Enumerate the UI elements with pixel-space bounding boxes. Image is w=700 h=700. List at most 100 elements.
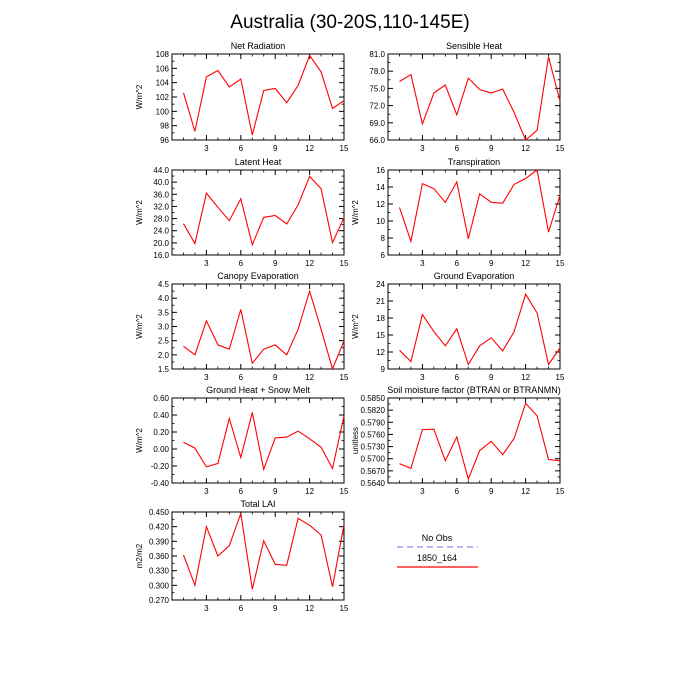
y-tick-label: 78.0 bbox=[369, 67, 385, 76]
panel-ground-evaporation: 3 6 9 12 15 9 12 15 18 21 24 Ground Evaporation W/m^… bbox=[351, 271, 565, 382]
series-line-1850-164 bbox=[399, 402, 561, 481]
series-line-1850-164 bbox=[399, 56, 561, 141]
x-tick-label: 12 bbox=[521, 259, 530, 268]
series-line-1850-164 bbox=[183, 412, 345, 472]
y-tick-label: 81.0 bbox=[369, 50, 385, 59]
x-tick-label: 3 bbox=[204, 373, 209, 382]
y-tick-label: 0.450 bbox=[149, 508, 170, 517]
y-tick-label: 0.00 bbox=[153, 445, 169, 454]
y-tick-label: 32.0 bbox=[153, 202, 169, 211]
x-tick-label: 6 bbox=[239, 604, 244, 613]
x-tick-label: 3 bbox=[420, 373, 425, 382]
x-tick-label: 15 bbox=[556, 144, 565, 153]
y-tick-label: 21 bbox=[376, 297, 385, 306]
panel-title: Soil moisture factor (BTRAN or BTRANMN) bbox=[387, 385, 561, 395]
x-tick-label: 15 bbox=[340, 144, 349, 153]
x-tick-label: 9 bbox=[273, 259, 278, 268]
y-tick-label: 0.270 bbox=[149, 596, 170, 605]
y-tick-label: 9 bbox=[381, 365, 386, 374]
x-tick-label: 3 bbox=[420, 487, 425, 496]
y-tick-label: 0.40 bbox=[153, 411, 169, 420]
y-tick-label: 2.0 bbox=[158, 351, 170, 360]
y-tick-label: 0.5760 bbox=[361, 430, 386, 439]
series-line-1850-164 bbox=[398, 169, 561, 244]
y-tick-label: 6 bbox=[381, 251, 386, 260]
y-axis-label: W/m^2 bbox=[351, 314, 360, 339]
series-line-1850-164 bbox=[183, 175, 345, 247]
x-tick-label: 15 bbox=[340, 487, 349, 496]
y-tick-label: 12 bbox=[376, 348, 385, 357]
y-tick-label: 0.60 bbox=[153, 394, 169, 403]
legend-label-no-obs: No Obs bbox=[422, 533, 453, 543]
x-tick-label: 9 bbox=[489, 487, 494, 496]
panel-title: Canopy Evaporation bbox=[217, 271, 299, 281]
x-tick-label: 12 bbox=[521, 144, 530, 153]
y-tick-label: 4.0 bbox=[158, 294, 170, 303]
x-tick-label: 3 bbox=[420, 144, 425, 153]
plot-frame bbox=[387, 53, 561, 141]
y-tick-label: 3.5 bbox=[158, 308, 170, 317]
x-tick-label: 3 bbox=[204, 487, 209, 496]
x-tick-label: 3 bbox=[204, 604, 209, 613]
panel-transpiration: 3 6 9 12 15 6 8 10 12 14 16 Transpiration W/m^2 bbox=[351, 157, 565, 268]
y-tick-label: 24.0 bbox=[153, 227, 169, 236]
y-tick-label: 40.0 bbox=[153, 178, 169, 187]
y-tick-label: 98 bbox=[160, 122, 169, 131]
y-tick-label: 69.0 bbox=[369, 119, 385, 128]
plot-frame bbox=[171, 511, 345, 601]
panel-title: Total LAI bbox=[240, 499, 275, 509]
x-tick-label: 12 bbox=[305, 144, 314, 153]
y-tick-label: 104 bbox=[156, 79, 170, 88]
series-line-1850-164 bbox=[399, 292, 561, 366]
y-tick-label: 0.360 bbox=[149, 552, 170, 561]
x-tick-label: 6 bbox=[239, 259, 244, 268]
plot-frame bbox=[171, 169, 345, 256]
y-tick-label: 108 bbox=[156, 50, 170, 59]
x-tick-label: 3 bbox=[204, 259, 209, 268]
y-tick-label: 1.5 bbox=[158, 365, 170, 374]
y-tick-label: 8 bbox=[381, 234, 386, 243]
y-tick-label: 72.0 bbox=[369, 102, 385, 111]
y-tick-label: 15 bbox=[376, 331, 385, 340]
y-tick-label: 24 bbox=[376, 280, 385, 289]
panel-ground-heat-snow-melt: 3 6 9 12 15 -0.40 -0.20 0.00 0.20 0.40 0.60 Ground … bbox=[135, 385, 349, 496]
y-tick-label: 100 bbox=[156, 107, 170, 116]
x-tick-label: 12 bbox=[305, 487, 314, 496]
x-tick-label: 15 bbox=[556, 259, 565, 268]
x-tick-label: 12 bbox=[521, 487, 530, 496]
plot-frame bbox=[387, 283, 561, 370]
x-tick-label: 3 bbox=[204, 144, 209, 153]
y-tick-label: 102 bbox=[156, 93, 170, 102]
x-tick-label: 9 bbox=[489, 259, 494, 268]
y-tick-label: -0.20 bbox=[151, 462, 170, 471]
y-axis-label: m2/m2 bbox=[135, 543, 144, 568]
x-tick-label: 15 bbox=[340, 373, 349, 382]
x-tick-label: 15 bbox=[340, 259, 349, 268]
x-tick-label: 6 bbox=[455, 259, 460, 268]
x-tick-label: 9 bbox=[489, 144, 494, 153]
series-line-1850-164 bbox=[182, 513, 345, 590]
y-tick-label: 0.420 bbox=[149, 523, 170, 532]
x-tick-label: 9 bbox=[273, 144, 278, 153]
y-axis-label: W/m^2 bbox=[351, 200, 360, 225]
x-tick-label: 9 bbox=[489, 373, 494, 382]
x-tick-label: 6 bbox=[455, 487, 460, 496]
x-tick-label: 9 bbox=[273, 604, 278, 613]
y-tick-label: 0.5670 bbox=[361, 467, 386, 476]
y-tick-label: 2.5 bbox=[158, 337, 170, 346]
x-tick-label: 6 bbox=[239, 144, 244, 153]
y-tick-label: 16 bbox=[376, 166, 385, 175]
panel-title: Ground Heat + Snow Melt bbox=[206, 385, 310, 395]
x-tick-label: 9 bbox=[273, 487, 278, 496]
panel-title: Transpiration bbox=[448, 157, 500, 167]
y-tick-label: 0.5850 bbox=[361, 394, 386, 403]
panel-title: Latent Heat bbox=[235, 157, 282, 167]
panel-latent-heat: 3 6 9 12 15 16.0 20.0 24.0 28.0 32.0 36.0 40.0 44.0 L… bbox=[135, 157, 349, 268]
y-axis-label: unitless bbox=[351, 427, 360, 454]
x-tick-label: 15 bbox=[556, 487, 565, 496]
series-line-1850-164 bbox=[182, 54, 345, 136]
y-tick-label: 75.0 bbox=[369, 84, 385, 93]
y-tick-label: 0.300 bbox=[149, 581, 170, 590]
